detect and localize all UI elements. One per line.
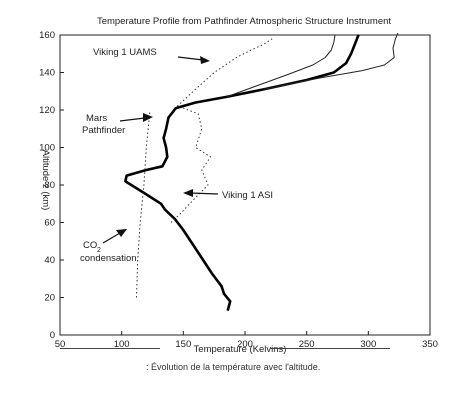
- plot-border: [59, 34, 431, 336]
- arrowhead-viking-asi: [183, 189, 193, 197]
- y-tick-label: 40: [44, 255, 55, 266]
- data-series: [124, 32, 399, 311]
- y-tick-label: 60: [44, 218, 55, 229]
- y-tick-label: 0: [50, 330, 55, 341]
- x-tick-label: 100: [114, 339, 130, 350]
- arrowhead-pathfinder: [143, 113, 153, 122]
- annotation-pathfinder: Pathfinder: [82, 125, 125, 136]
- y-tick-labels: 0 20 40 60 80 100 120 140 160: [39, 30, 64, 341]
- x-tick-label: 250: [299, 339, 315, 350]
- annotation-viking-asi: Viking 1 ASI: [222, 190, 273, 201]
- series-line-viking-1-uams-upper-profile: [226, 34, 336, 98]
- x-tick-label: 150: [175, 339, 191, 350]
- y-tick-label: 100: [39, 143, 55, 154]
- caption-rule-right: [270, 348, 390, 349]
- x-tick-label: 50: [55, 339, 66, 350]
- caption-rule-left: [60, 348, 160, 349]
- y-tick-label: 160: [39, 30, 55, 41]
- arrow-viking-asi: [189, 192, 219, 195]
- y-tick-label: 20: [44, 293, 55, 304]
- x-tick-label: 350: [422, 339, 438, 350]
- y-tick-label: 120: [39, 105, 55, 116]
- annotation-viking-uams: Viking 1 UAMS: [93, 47, 157, 58]
- x-tick-label: 300: [360, 339, 376, 350]
- arrow-viking-uams: [177, 56, 204, 61]
- chart-title: Temperature Profile from Pathfinder Atmo…: [97, 16, 391, 27]
- series-line-viking-1-uams: [176, 38, 273, 107]
- annotation-co2: CO: [83, 240, 97, 251]
- x-tick-labels: 50 100 150 200 250 300 350: [55, 331, 438, 350]
- series-line-viking-1-asi: [170, 107, 212, 223]
- y-axis-label: Altitude z (km): [40, 150, 51, 211]
- plot-frame: [59, 34, 431, 336]
- arrow-pathfinder: [119, 117, 146, 122]
- figure-caption: : Évolution de la température avec l'alt…: [146, 362, 321, 372]
- series-line-mars-pathfinder: [124, 34, 360, 311]
- arrowhead-viking-uams: [200, 56, 210, 64]
- annotation-co2-subscript: 2: [97, 247, 101, 254]
- x-tick-label: 200: [237, 339, 253, 350]
- arrowhead-co2: [116, 229, 127, 237]
- y-tick-label: 140: [39, 68, 55, 79]
- arrow-co2: [102, 232, 121, 244]
- x-axis-label: Temperature (Kelvins): [194, 344, 287, 355]
- series-line-co2-condensation: [136, 109, 151, 298]
- series-line-viking-1-uams-warm-profile: [263, 32, 399, 90]
- y-tick-label: 80: [44, 180, 55, 191]
- annotation-mars: Mars: [86, 113, 107, 124]
- annotation-condensation: condensation: [80, 253, 137, 264]
